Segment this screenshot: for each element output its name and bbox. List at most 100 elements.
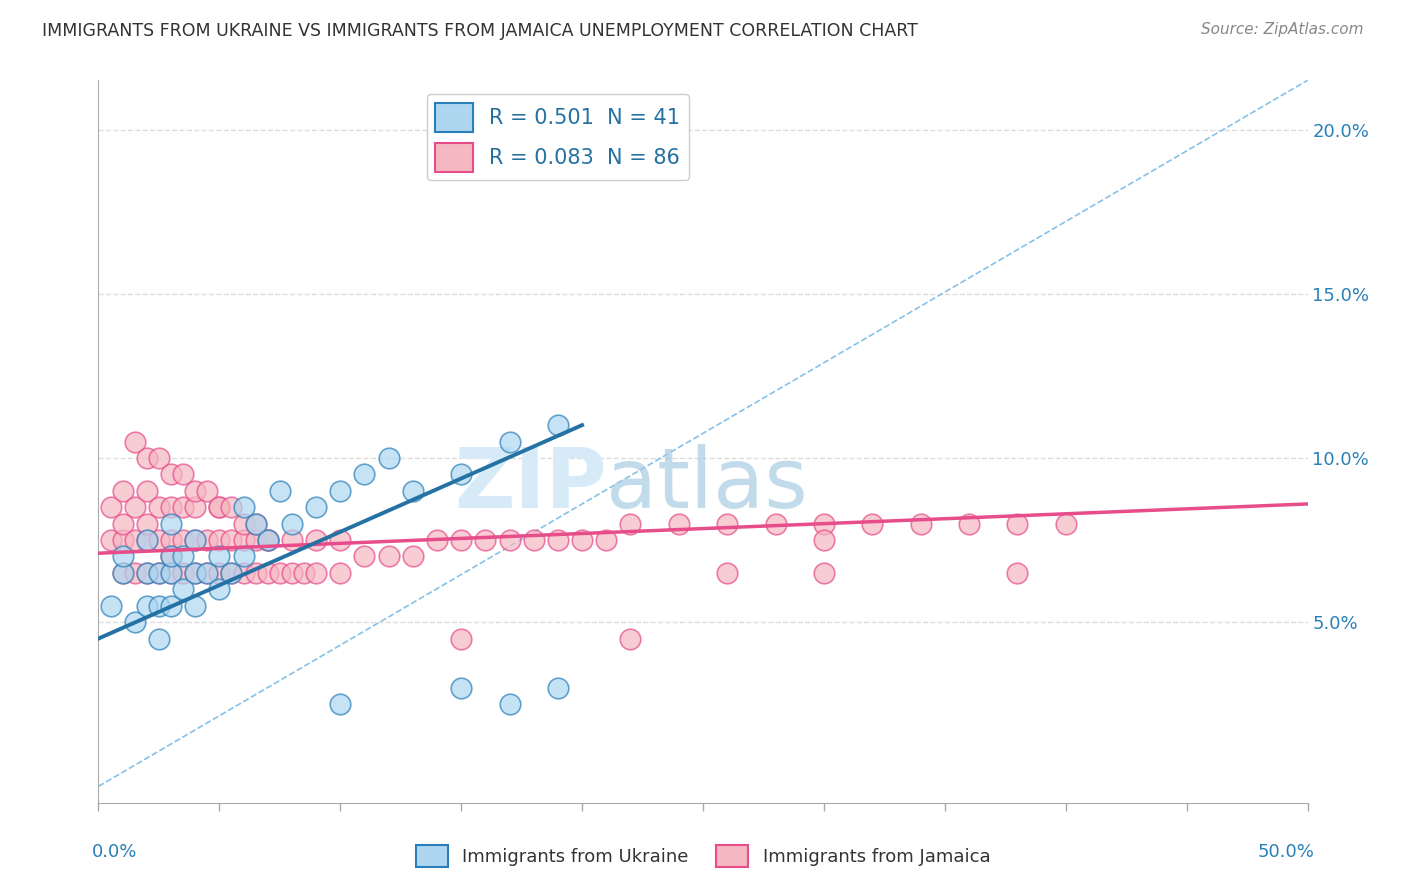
Point: [716, 516, 738, 531]
Point: [148, 632, 170, 646]
Point: [1054, 516, 1077, 531]
Point: [135, 483, 157, 498]
Point: [377, 549, 399, 564]
Point: [172, 549, 194, 564]
Point: [474, 533, 496, 547]
Point: [619, 632, 641, 646]
Point: [305, 533, 328, 547]
Point: [595, 533, 617, 547]
Point: [547, 681, 569, 695]
Point: [195, 533, 218, 547]
Point: [329, 566, 352, 580]
Point: [245, 566, 267, 580]
Point: [353, 549, 375, 564]
Point: [160, 533, 183, 547]
Point: [135, 599, 157, 613]
Point: [172, 467, 194, 482]
Point: [100, 533, 122, 547]
Point: [172, 533, 194, 547]
Point: [135, 533, 157, 547]
Point: [329, 483, 352, 498]
Point: [172, 500, 194, 515]
Point: [402, 549, 425, 564]
Point: [160, 549, 183, 564]
Text: ZIP: ZIP: [454, 444, 606, 525]
Point: [668, 516, 690, 531]
Point: [498, 533, 520, 547]
Point: [148, 566, 170, 580]
Point: [160, 549, 183, 564]
Point: [305, 566, 328, 580]
Point: [148, 566, 170, 580]
Text: Source: ZipAtlas.com: Source: ZipAtlas.com: [1201, 22, 1364, 37]
Point: [523, 533, 546, 547]
Point: [135, 566, 157, 580]
Point: [208, 582, 231, 597]
Point: [256, 566, 278, 580]
Point: [160, 516, 183, 531]
Point: [329, 533, 352, 547]
Point: [232, 549, 254, 564]
Point: [450, 681, 472, 695]
Point: [498, 698, 520, 712]
Point: [957, 516, 980, 531]
Point: [426, 533, 449, 547]
Point: [232, 533, 254, 547]
Point: [184, 533, 207, 547]
Point: [111, 549, 134, 564]
Point: [353, 467, 375, 482]
Point: [547, 533, 569, 547]
Point: [195, 566, 218, 580]
Point: [256, 533, 278, 547]
Point: [160, 566, 183, 580]
Point: [111, 533, 134, 547]
Point: [135, 533, 157, 547]
Point: [135, 566, 157, 580]
Point: [716, 566, 738, 580]
Point: [245, 516, 267, 531]
Point: [221, 566, 243, 580]
Point: [571, 533, 593, 547]
Point: [281, 566, 304, 580]
Point: [860, 516, 883, 531]
Point: [377, 450, 399, 465]
Point: [619, 516, 641, 531]
Point: [111, 516, 134, 531]
Point: [135, 516, 157, 531]
Point: [281, 516, 304, 531]
Point: [1007, 516, 1029, 531]
Legend: Immigrants from Ukraine, Immigrants from Jamaica: Immigrants from Ukraine, Immigrants from…: [408, 838, 998, 874]
Point: [450, 467, 472, 482]
Point: [111, 483, 134, 498]
Point: [124, 533, 146, 547]
Point: [184, 566, 207, 580]
Point: [402, 483, 425, 498]
Point: [245, 516, 267, 531]
Point: [148, 533, 170, 547]
Point: [269, 483, 291, 498]
Point: [160, 500, 183, 515]
Point: [208, 500, 231, 515]
Point: [221, 500, 243, 515]
Point: [450, 632, 472, 646]
Point: [281, 533, 304, 547]
Point: [269, 566, 291, 580]
Point: [547, 418, 569, 433]
Point: [208, 566, 231, 580]
Point: [124, 566, 146, 580]
Point: [160, 566, 183, 580]
Point: [292, 566, 315, 580]
Point: [208, 549, 231, 564]
Legend: R = 0.501  N = 41, R = 0.083  N = 86: R = 0.501 N = 41, R = 0.083 N = 86: [427, 95, 689, 180]
Point: [184, 599, 207, 613]
Point: [256, 533, 278, 547]
Point: [813, 566, 835, 580]
Point: [450, 533, 472, 547]
Point: [148, 599, 170, 613]
Point: [813, 533, 835, 547]
Text: atlas: atlas: [606, 444, 808, 525]
Point: [184, 533, 207, 547]
Point: [172, 566, 194, 580]
Point: [245, 533, 267, 547]
Point: [184, 500, 207, 515]
